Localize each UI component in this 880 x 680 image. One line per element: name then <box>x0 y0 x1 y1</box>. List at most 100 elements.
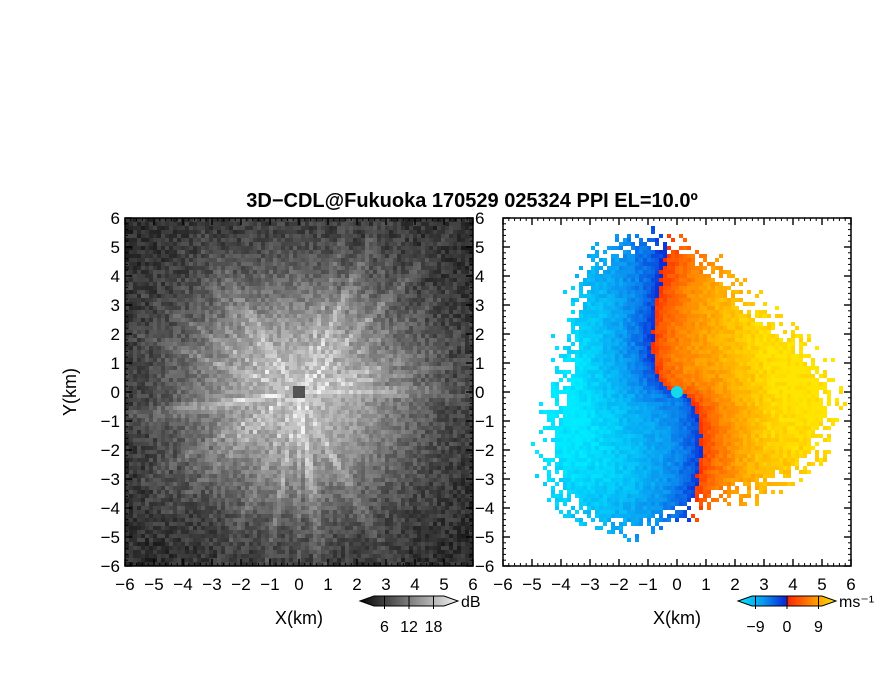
reflectivity-cell <box>149 342 153 346</box>
reflectivity-cell <box>337 430 341 434</box>
reflectivity-cell <box>257 406 261 410</box>
reflectivity-cell <box>361 230 365 234</box>
reflectivity-cell <box>329 314 333 318</box>
reflectivity-cell <box>261 334 265 338</box>
reflectivity-cell <box>229 350 233 354</box>
reflectivity-cell <box>245 338 249 342</box>
reflectivity-cell <box>385 286 389 290</box>
reflectivity-cell <box>313 238 317 242</box>
reflectivity-cell <box>189 446 193 450</box>
reflectivity-cell <box>281 358 285 362</box>
reflectivity-cell <box>253 226 257 230</box>
reflectivity-cell <box>289 398 293 402</box>
reflectivity-cell <box>141 238 145 242</box>
reflectivity-cell <box>397 430 401 434</box>
reflectivity-cell <box>421 378 425 382</box>
reflectivity-cell <box>325 354 329 358</box>
reflectivity-cell <box>441 322 445 326</box>
reflectivity-cell <box>457 306 461 310</box>
reflectivity-cell <box>401 402 405 406</box>
reflectivity-cell <box>385 378 389 382</box>
reflectivity-cell <box>433 222 437 226</box>
reflectivity-cell <box>241 342 245 346</box>
reflectivity-cell <box>409 318 413 322</box>
reflectivity-cell <box>233 294 237 298</box>
reflectivity-cell <box>141 426 145 430</box>
reflectivity-cell <box>321 314 325 318</box>
reflectivity-cell <box>273 274 277 278</box>
reflectivity-cell <box>213 270 217 274</box>
reflectivity-cell <box>325 330 329 334</box>
reflectivity-cell <box>385 350 389 354</box>
reflectivity-cell <box>389 322 393 326</box>
reflectivity-cell <box>369 422 373 426</box>
reflectivity-cell <box>225 254 229 258</box>
reflectivity-cell <box>165 334 169 338</box>
reflectivity-cell <box>341 430 345 434</box>
reflectivity-cell <box>189 386 193 390</box>
reflectivity-cell <box>133 438 137 442</box>
reflectivity-cell <box>445 270 449 274</box>
reflectivity-cell <box>225 334 229 338</box>
reflectivity-cell <box>237 354 241 358</box>
reflectivity-cell <box>225 322 229 326</box>
reflectivity-cell <box>381 246 385 250</box>
reflectivity-cell <box>365 322 369 326</box>
reflectivity-cell <box>437 294 441 298</box>
reflectivity-cell <box>173 390 177 394</box>
reflectivity-cell <box>153 358 157 362</box>
reflectivity-cell <box>365 390 369 394</box>
reflectivity-cell <box>453 250 457 254</box>
reflectivity-cell <box>225 330 229 334</box>
reflectivity-cell <box>465 242 469 246</box>
reflectivity-cell <box>233 310 237 314</box>
reflectivity-cell <box>217 442 221 446</box>
reflectivity-cell <box>197 242 201 246</box>
reflectivity-cell <box>397 346 401 350</box>
reflectivity-cell <box>141 438 145 442</box>
reflectivity-cell <box>441 386 445 390</box>
reflectivity-cell <box>365 274 369 278</box>
reflectivity-cell <box>393 334 397 338</box>
reflectivity-cell <box>189 406 193 410</box>
reflectivity-cell <box>341 414 345 418</box>
reflectivity-cell <box>261 382 265 386</box>
reflectivity-cell <box>265 330 269 334</box>
reflectivity-cell <box>133 274 137 278</box>
reflectivity-cell <box>365 362 369 366</box>
reflectivity-cell <box>361 274 365 278</box>
reflectivity-cell <box>469 438 473 442</box>
reflectivity-cell <box>401 350 405 354</box>
reflectivity-cell <box>297 290 301 294</box>
reflectivity-cell <box>417 226 421 230</box>
reflectivity-cell <box>145 302 149 306</box>
reflectivity-cell <box>461 394 465 398</box>
reflectivity-cell <box>269 426 273 430</box>
reflectivity-cell <box>165 414 169 418</box>
reflectivity-cell <box>425 358 429 362</box>
reflectivity-cell <box>221 362 225 366</box>
reflectivity-cell <box>273 406 277 410</box>
reflectivity-cell <box>349 434 353 438</box>
reflectivity-cell <box>265 234 269 238</box>
reflectivity-cell <box>329 334 333 338</box>
reflectivity-cell <box>289 270 293 274</box>
reflectivity-cell <box>345 270 349 274</box>
reflectivity-cell <box>313 234 317 238</box>
reflectivity-cell <box>221 254 225 258</box>
reflectivity-cell <box>273 362 277 366</box>
reflectivity-cell <box>293 282 297 286</box>
reflectivity-cell <box>181 338 185 342</box>
reflectivity-cell <box>261 234 265 238</box>
reflectivity-cell <box>353 330 357 334</box>
reflectivity-cell <box>313 270 317 274</box>
reflectivity-cell <box>345 274 349 278</box>
reflectivity-cell <box>297 406 301 410</box>
reflectivity-cell <box>329 254 333 258</box>
reflectivity-cell <box>369 254 373 258</box>
reflectivity-cell <box>181 430 185 434</box>
reflectivity-cell <box>389 398 393 402</box>
reflectivity-cell <box>245 262 249 266</box>
reflectivity-cell <box>333 334 337 338</box>
reflectivity-cell <box>265 342 269 346</box>
